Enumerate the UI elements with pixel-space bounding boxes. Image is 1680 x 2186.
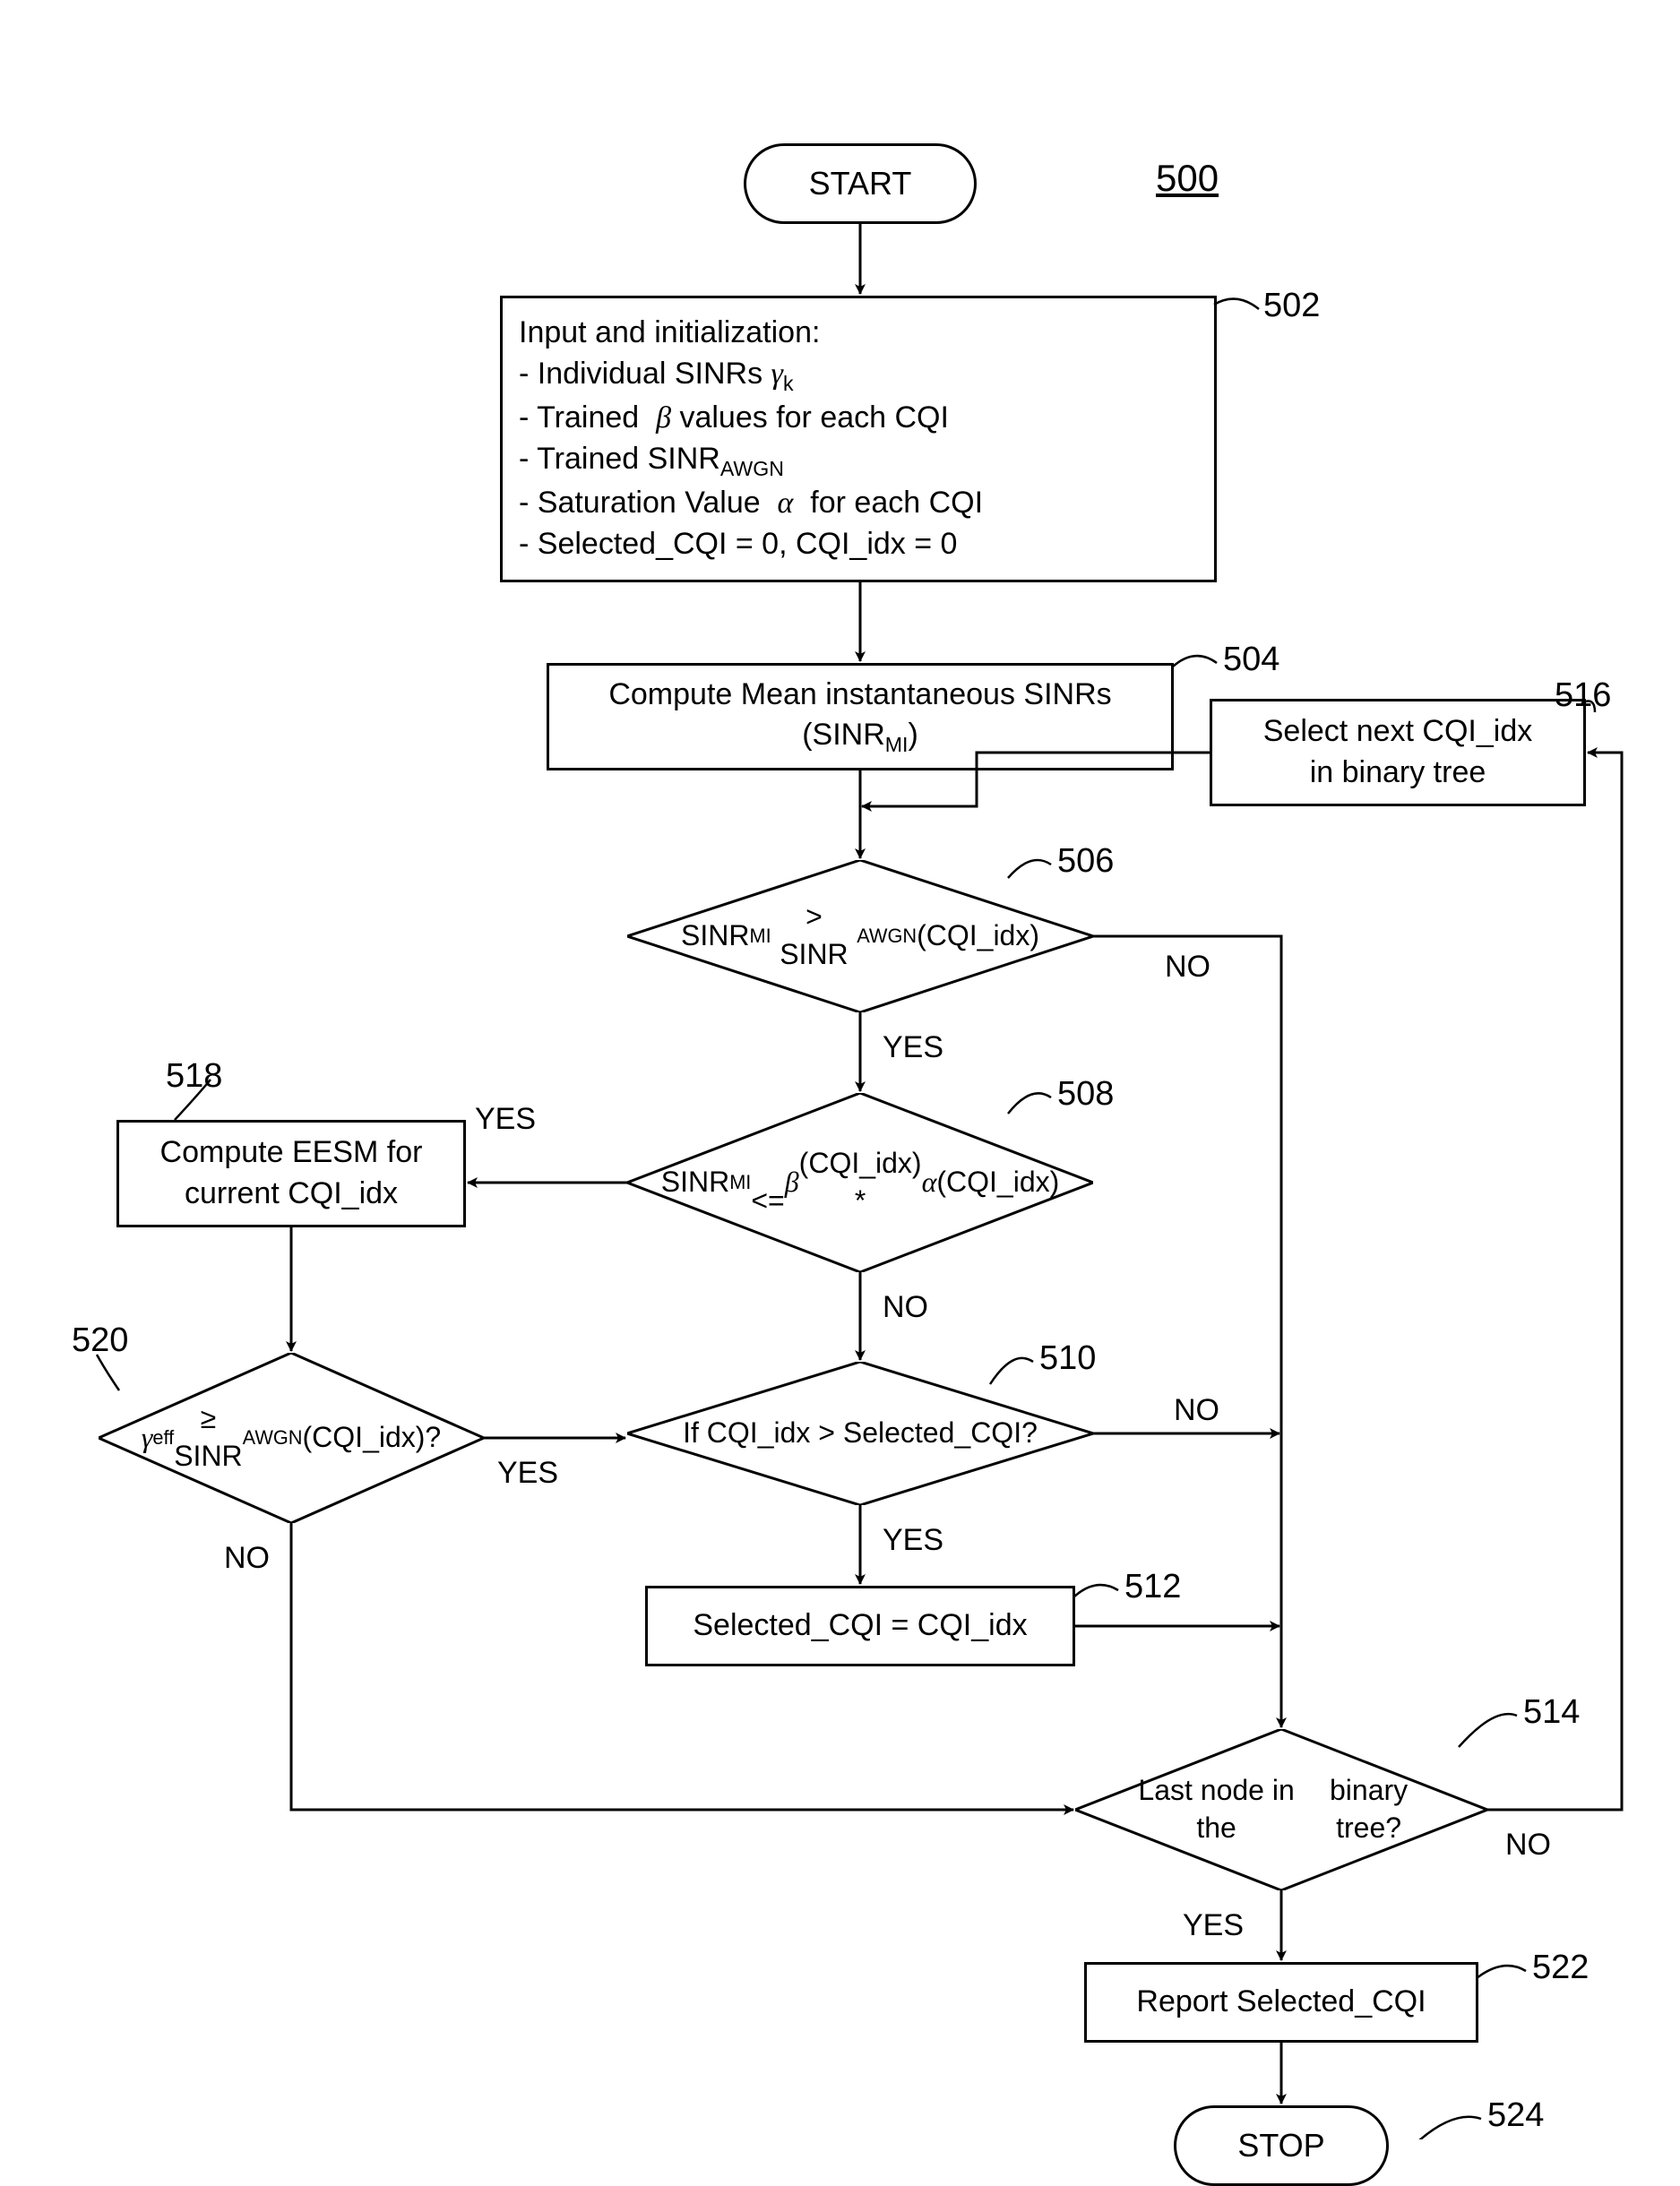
ref-508: 508 bbox=[1057, 1075, 1114, 1114]
ref-506: 506 bbox=[1057, 842, 1114, 881]
label-508-no: NO bbox=[883, 1290, 928, 1325]
n502-line3: - Trained SINRAWGN bbox=[519, 439, 784, 483]
n520-label: γeff ≥SINRAWGN(CQI_idx)? bbox=[99, 1353, 484, 1523]
label-520-yes: YES bbox=[497, 1456, 558, 1491]
decision-506: SINRMI > SINRAWGN(CQI_idx) bbox=[627, 860, 1093, 1012]
label-506-yes: YES bbox=[883, 1030, 943, 1065]
n522-line0: Report Selected_CQI bbox=[1136, 1982, 1426, 2023]
n518-line1: current CQI_idx bbox=[185, 1174, 398, 1215]
label-506-no: NO bbox=[1165, 950, 1210, 985]
start-node: START bbox=[744, 143, 977, 224]
process-502: Input and initialization: - Individual S… bbox=[500, 296, 1217, 582]
ref-516: 516 bbox=[1555, 676, 1611, 715]
label-508-yes: YES bbox=[475, 1102, 536, 1137]
decision-510: If CQI_idx > Selected_CQI? bbox=[627, 1362, 1093, 1505]
process-516: Select next CQI_idx in binary tree bbox=[1210, 699, 1586, 806]
n518-line0: Compute EESM for bbox=[160, 1132, 423, 1174]
flowchart-canvas: 500 START Input and initialization: - In… bbox=[0, 0, 1680, 2139]
n504-line0: Compute Mean instantaneous SINRs bbox=[608, 675, 1111, 716]
ref-512: 512 bbox=[1124, 1568, 1181, 1606]
label-510-no: NO bbox=[1174, 1393, 1219, 1428]
decision-508: SINRMI <= β(CQI_idx) *α(CQI_idx) bbox=[627, 1093, 1093, 1272]
n502-line4: - Saturation Value α for each CQI bbox=[519, 483, 983, 524]
process-512: Selected_CQI = CQI_idx bbox=[645, 1586, 1075, 1666]
label-520-no: NO bbox=[224, 1541, 270, 1576]
n508-label: SINRMI <= β(CQI_idx) *α(CQI_idx) bbox=[627, 1093, 1093, 1272]
ref-510: 510 bbox=[1039, 1339, 1096, 1378]
n516-line0: Select next CQI_idx bbox=[1263, 711, 1532, 753]
n502-line2: - Trained β values for each CQI bbox=[519, 398, 949, 439]
n504-line1: (SINRMI) bbox=[802, 715, 918, 759]
ref-518: 518 bbox=[166, 1057, 222, 1096]
process-522: Report Selected_CQI bbox=[1084, 1962, 1478, 2043]
n502-line5: - Selected_CQI = 0, CQI_idx = 0 bbox=[519, 524, 957, 565]
n516-line1: in binary tree bbox=[1310, 753, 1486, 794]
n514-label: Last node in thebinary tree? bbox=[1075, 1729, 1487, 1890]
label-510-yes: YES bbox=[883, 1523, 943, 1558]
n502-line1: - Individual SINRs γk bbox=[519, 354, 794, 398]
process-518: Compute EESM for current CQI_idx bbox=[116, 1120, 466, 1227]
n506-label: SINRMI > SINRAWGN(CQI_idx) bbox=[627, 860, 1093, 1012]
process-504: Compute Mean instantaneous SINRs (SINRMI… bbox=[547, 663, 1174, 770]
figure-number: 500 bbox=[1156, 157, 1219, 200]
ref-504: 504 bbox=[1223, 641, 1279, 679]
ref-520: 520 bbox=[72, 1321, 128, 1360]
stop-node: STOP bbox=[1174, 2105, 1389, 2186]
start-label: START bbox=[809, 165, 912, 202]
ref-522: 522 bbox=[1532, 1949, 1589, 1987]
ref-514: 514 bbox=[1523, 1693, 1580, 1732]
stop-label: STOP bbox=[1237, 2127, 1324, 2164]
n502-line0: Input and initialization: bbox=[519, 313, 820, 354]
ref-502: 502 bbox=[1263, 287, 1320, 325]
decision-520: γeff ≥SINRAWGN(CQI_idx)? bbox=[99, 1353, 484, 1523]
n512-line0: Selected_CQI = CQI_idx bbox=[693, 1605, 1027, 1647]
n510-label: If CQI_idx > Selected_CQI? bbox=[627, 1362, 1093, 1505]
decision-514: Last node in thebinary tree? bbox=[1075, 1729, 1487, 1890]
label-514-no: NO bbox=[1505, 1828, 1551, 1863]
ref-524: 524 bbox=[1487, 2096, 1544, 2135]
label-514-yes: YES bbox=[1183, 1908, 1244, 1943]
